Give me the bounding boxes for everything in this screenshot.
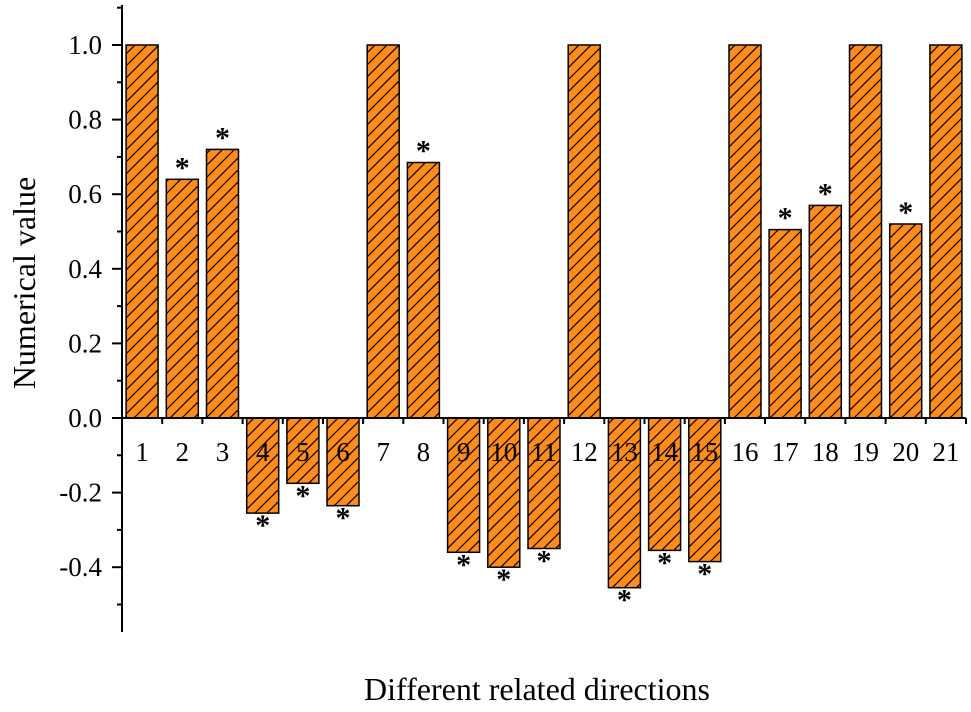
- x-tick-label: 21: [932, 437, 959, 467]
- bars-group: [125, 44, 963, 589]
- y-axis-title: Numerical value: [6, 177, 42, 389]
- bar-21: [929, 44, 963, 419]
- significance-star: *: [295, 479, 310, 512]
- bar-16: [728, 44, 762, 419]
- bar-1: [125, 44, 159, 419]
- x-tick-label: 8: [417, 437, 431, 467]
- bar-12: [567, 44, 601, 419]
- significance-star: *: [496, 563, 511, 596]
- bar-17: [768, 228, 802, 419]
- x-tick-label: 7: [376, 437, 390, 467]
- bar-8: [406, 161, 441, 419]
- x-tick-label: 19: [852, 437, 879, 467]
- x-tick-label: 4: [256, 437, 270, 467]
- bar-5: [286, 417, 320, 485]
- bar-13: [607, 417, 642, 589]
- axes-group: 1.00.80.60.40.20.0-0.2-0.41 2 3 4 5 6 7 8 9 10 11 1…: [59, 5, 967, 632]
- significance-star: *: [778, 202, 793, 235]
- y-tick-label: 0.0: [68, 403, 102, 433]
- x-tick-label: 11: [531, 437, 557, 467]
- x-tick-label: 13: [611, 437, 638, 467]
- significance-star: *: [537, 545, 552, 578]
- bar-7: [366, 44, 400, 419]
- significance-markers: * * * * * * * * * * * * * * *: [175, 121, 913, 616]
- x-tick-label: 10: [490, 437, 517, 467]
- bar-9: [446, 417, 481, 554]
- x-tick-label: 1: [135, 437, 149, 467]
- bar-10: [487, 417, 521, 568]
- x-tick-label: 6: [336, 437, 350, 467]
- bar-19: [848, 44, 883, 419]
- significance-star: *: [255, 509, 270, 542]
- significance-star: *: [456, 548, 471, 581]
- significance-star: *: [657, 546, 672, 579]
- y-tick-label: -0.4: [59, 552, 102, 582]
- bar-11: [527, 417, 561, 550]
- y-tick-label: 0.4: [68, 254, 102, 284]
- significance-star: *: [175, 151, 190, 184]
- x-tick-label: 15: [691, 437, 718, 467]
- x-tick-label: 9: [457, 437, 471, 467]
- bar-4: [245, 417, 280, 514]
- x-tick-label: 14: [651, 437, 679, 467]
- x-tick-label: 12: [571, 437, 598, 467]
- significance-star: *: [818, 177, 833, 210]
- x-tick-label: 3: [216, 437, 230, 467]
- bar-18: [808, 204, 843, 419]
- bar-14: [647, 417, 682, 552]
- bar-2: [165, 178, 200, 419]
- bar-15: [688, 417, 722, 563]
- x-tick-label: 18: [812, 437, 839, 467]
- y-tick-label: 0.8: [68, 105, 102, 135]
- x-axis-title: Different related directions: [364, 671, 710, 707]
- x-tick-label: 2: [176, 437, 190, 467]
- x-tick-label: 17: [772, 437, 799, 467]
- y-tick-label: -0.2: [59, 478, 102, 508]
- bar-20: [888, 223, 923, 419]
- significance-star: *: [336, 502, 351, 535]
- significance-star: *: [416, 135, 431, 168]
- y-tick-label: 0.6: [68, 179, 102, 209]
- significance-star: *: [898, 196, 913, 229]
- y-tick-label: 1.0: [68, 30, 102, 60]
- significance-star: *: [617, 584, 632, 617]
- bar-3: [205, 148, 240, 419]
- y-tick-label: 0.2: [68, 328, 102, 358]
- significance-star: *: [215, 121, 230, 154]
- significance-star: *: [697, 558, 712, 591]
- x-tick-label: 5: [296, 437, 310, 467]
- x-tick-label: 20: [892, 437, 919, 467]
- x-tick-label: 16: [732, 437, 759, 467]
